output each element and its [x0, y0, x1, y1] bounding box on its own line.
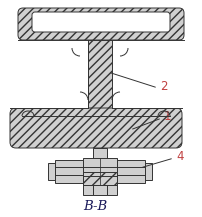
Text: B-B: B-B	[83, 201, 107, 214]
Polygon shape	[83, 172, 117, 185]
Polygon shape	[93, 148, 107, 165]
Polygon shape	[112, 40, 184, 108]
Text: 4: 4	[176, 151, 183, 163]
Polygon shape	[83, 185, 93, 195]
Polygon shape	[117, 160, 145, 183]
PathPatch shape	[32, 12, 170, 32]
Polygon shape	[48, 163, 55, 180]
Polygon shape	[93, 185, 107, 195]
PathPatch shape	[18, 8, 184, 40]
Polygon shape	[10, 40, 88, 108]
Polygon shape	[55, 160, 83, 183]
Polygon shape	[145, 163, 152, 180]
Text: 2: 2	[160, 81, 167, 94]
PathPatch shape	[10, 108, 182, 148]
Polygon shape	[107, 185, 117, 195]
Polygon shape	[83, 158, 117, 185]
Text: 1: 1	[164, 110, 171, 123]
Polygon shape	[88, 40, 112, 115]
